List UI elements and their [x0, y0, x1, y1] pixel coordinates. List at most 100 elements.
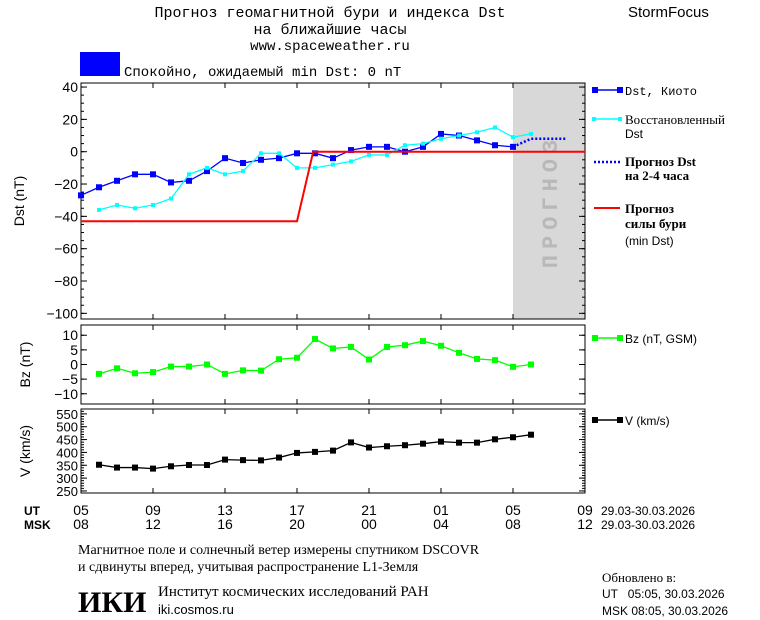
data-point: [457, 133, 461, 138]
y-axis-label: Dst (nT): [11, 176, 27, 227]
msk-tick-label: 20: [289, 516, 305, 532]
msk-tick-label: 00: [361, 516, 377, 532]
date-range-msk: 29.03-30.03.2026: [601, 518, 695, 532]
data-point: [420, 338, 426, 345]
data-point: [186, 462, 192, 468]
y-tick-label: 5: [70, 342, 78, 358]
data-point: [348, 343, 354, 350]
data-point: [295, 165, 299, 170]
msk-label: MSK: [24, 518, 51, 532]
data-point: [330, 345, 336, 352]
ut-label: UT: [24, 504, 41, 518]
plot-frame: [80, 408, 586, 494]
footer-note-1: Магнитное поле и солнечный ветер измерен…: [78, 543, 480, 558]
legend-marker-kyoto: [592, 87, 598, 93]
msk-tick-label: 08: [73, 516, 89, 532]
msk-tick-label: 12: [577, 516, 593, 532]
data-point: [78, 192, 84, 199]
updated-msk: MSK 08:05, 30.03.2026: [602, 604, 728, 618]
data-point: [258, 457, 264, 464]
plot-frame: [80, 82, 586, 320]
y-tick-label: −100: [46, 305, 78, 321]
data-point: [115, 203, 119, 208]
data-point: [528, 361, 534, 368]
msk-tick-label: 04: [433, 516, 449, 532]
data-point: [438, 130, 444, 137]
y-tick-label: 10: [62, 327, 78, 343]
data-point: [222, 155, 228, 162]
legend-storm-1: Прогноз: [625, 201, 674, 216]
data-point: [492, 142, 498, 149]
data-point: [294, 150, 300, 157]
data-point: [474, 439, 480, 446]
data-point: [456, 439, 462, 446]
legend-v: V (km/s): [625, 414, 670, 428]
data-point: [475, 130, 479, 135]
legend-marker-v: [592, 417, 598, 423]
y-tick-label: 0: [70, 144, 78, 160]
y-tick-label: 550: [56, 407, 78, 422]
y-tick-label: 400: [56, 445, 78, 460]
data-point: [150, 465, 156, 472]
data-point: [367, 152, 371, 157]
data-point: [276, 454, 282, 461]
data-point: [294, 354, 300, 361]
legend: Dst, Киото Восстановленный Dst Прогноз D…: [592, 85, 725, 428]
y-tick-label: 20: [62, 111, 78, 127]
data-point: [384, 343, 390, 350]
data-point: [168, 179, 174, 186]
data-point: [366, 356, 372, 363]
ut-tick-label: 05: [505, 502, 521, 518]
y-tick-label: −5: [62, 371, 78, 387]
ut-tick-label: 09: [145, 502, 161, 518]
legend-forecast-1: Прогноз Dst: [625, 154, 697, 169]
data-point: [294, 449, 300, 456]
data-point: [114, 464, 120, 471]
data-point: [511, 135, 515, 140]
data-point: [240, 367, 246, 374]
data-point: [510, 434, 516, 441]
forecast-band-label: ПРОГНОЗ: [539, 134, 564, 268]
data-point: [96, 370, 102, 377]
data-point: [204, 462, 210, 468]
y-tick-label: −80: [54, 273, 78, 289]
ut-tick-label: 17: [289, 502, 305, 518]
series-line: [80, 133, 514, 196]
data-point: [456, 349, 462, 356]
data-point: [420, 440, 426, 447]
data-point: [259, 151, 263, 156]
y-tick-label: −10: [54, 386, 78, 402]
y-tick-label: 40: [62, 79, 78, 95]
y-tick-label: −60: [54, 241, 78, 257]
data-point: [186, 177, 192, 184]
y-tick-label: −40: [54, 208, 78, 224]
data-point: [97, 207, 101, 212]
legend-forecast-2: на 2-4 часа: [625, 168, 690, 183]
data-point: [96, 184, 102, 191]
data-point: [132, 171, 138, 178]
msk-tick-label: 12: [145, 516, 161, 532]
data-point: [474, 137, 480, 144]
site-link[interactable]: www.spaceweather.ru: [250, 39, 410, 55]
legend-marker-restored: [592, 117, 596, 121]
data-point: [366, 143, 372, 150]
msk-tick-label: 16: [217, 516, 233, 532]
data-point: [150, 369, 156, 376]
data-point: [312, 448, 318, 455]
msk-tick-label: 08: [505, 516, 521, 532]
data-point: [240, 457, 246, 464]
data-point: [241, 169, 245, 174]
data-point: [277, 151, 281, 156]
data-point: [403, 143, 407, 148]
data-point: [96, 461, 102, 468]
data-point: [276, 155, 282, 162]
institute-site[interactable]: iki.cosmos.ru: [158, 602, 234, 617]
data-point: [439, 136, 443, 141]
y-axis-label: V (km/s): [17, 425, 33, 477]
forecast-band: [513, 83, 585, 319]
data-point: [168, 363, 174, 370]
data-point: [312, 336, 318, 343]
data-point: [151, 203, 155, 208]
